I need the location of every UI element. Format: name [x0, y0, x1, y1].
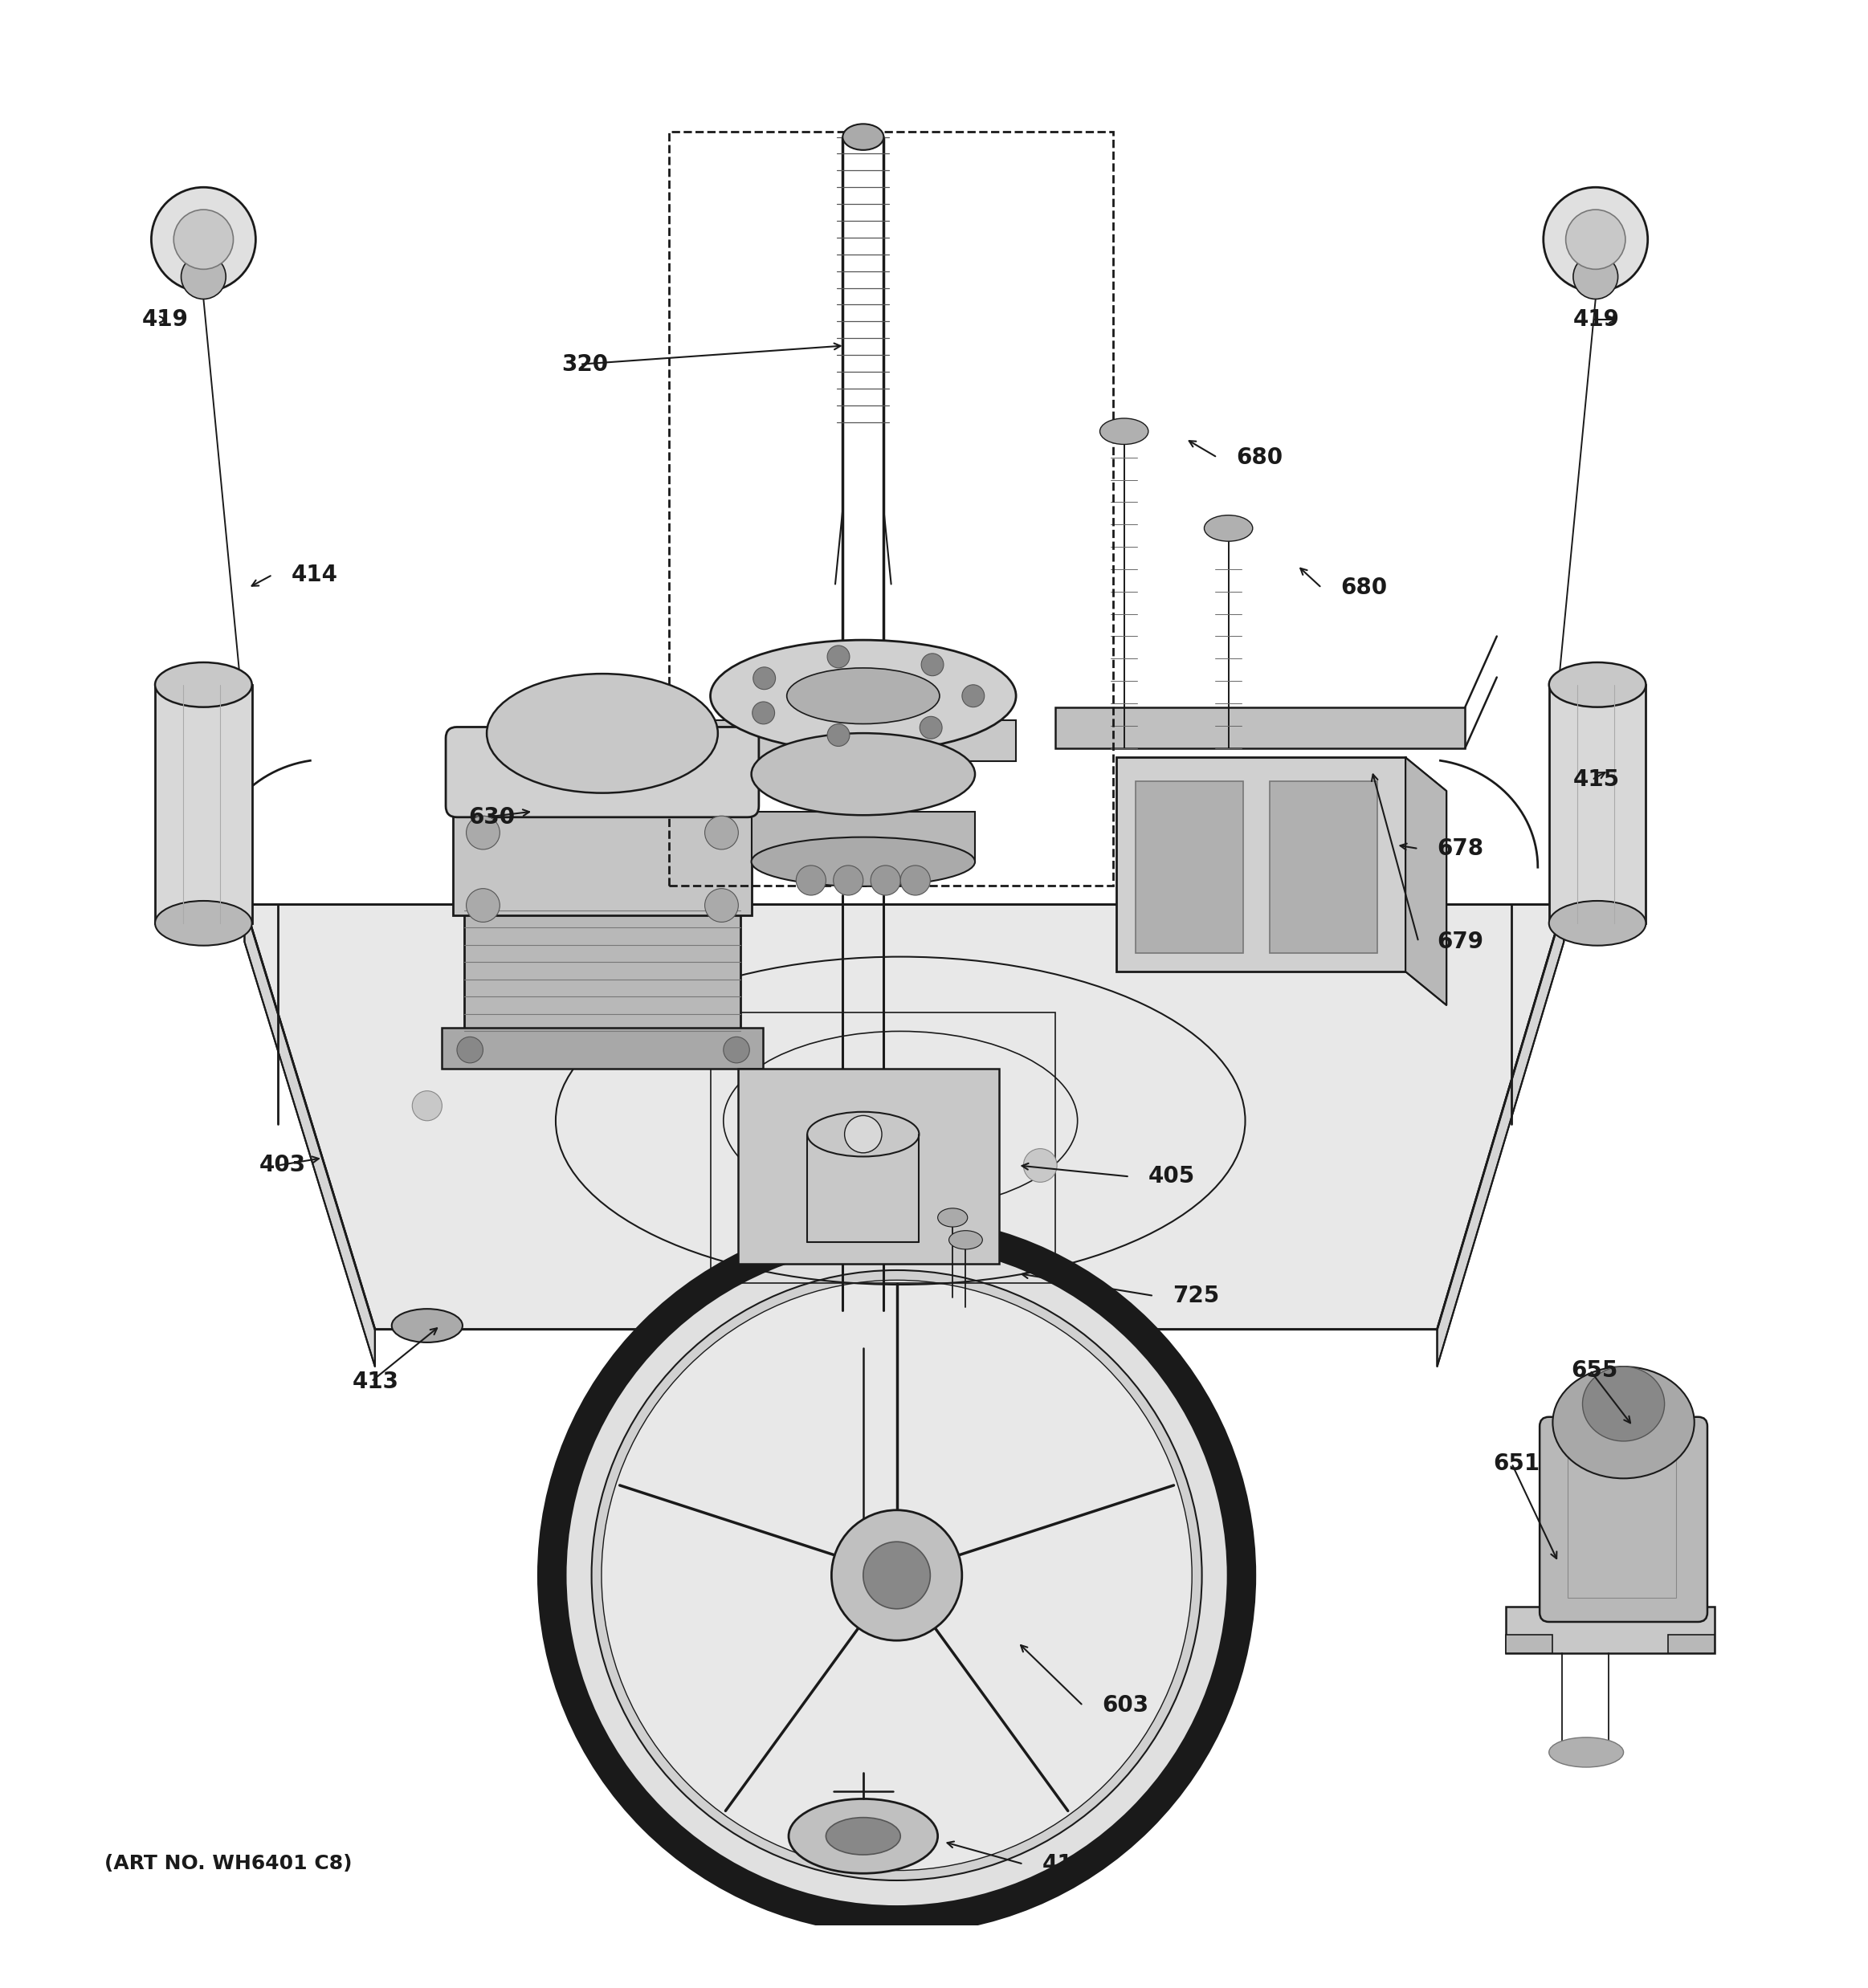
Circle shape [413, 1091, 443, 1121]
Text: 630: 630 [469, 805, 516, 829]
Bar [1549, 684, 1646, 922]
Circle shape [181, 254, 226, 298]
Ellipse shape [155, 662, 252, 708]
Ellipse shape [826, 1817, 900, 1855]
Bar [710, 1012, 1055, 1282]
Text: 603: 603 [1102, 1694, 1149, 1718]
Text: (ART NO. WH6401 C8): (ART NO. WH6401 C8) [105, 1855, 353, 1873]
Ellipse shape [1549, 1738, 1623, 1767]
Polygon shape [1405, 757, 1446, 1006]
Bar [454, 775, 751, 914]
Circle shape [900, 865, 930, 895]
Text: 655: 655 [1571, 1360, 1618, 1382]
Circle shape [1024, 1149, 1057, 1183]
Circle shape [151, 187, 256, 292]
Circle shape [704, 815, 738, 849]
Circle shape [592, 1270, 1201, 1881]
Circle shape [467, 889, 501, 922]
Circle shape [921, 654, 943, 676]
Circle shape [828, 646, 850, 668]
Circle shape [704, 889, 738, 922]
Bar [1506, 1606, 1715, 1654]
FancyBboxPatch shape [1539, 1417, 1707, 1622]
Circle shape [753, 702, 775, 724]
Ellipse shape [1100, 417, 1149, 445]
Bar [1668, 1634, 1715, 1654]
Bar [1136, 781, 1244, 952]
Circle shape [919, 716, 941, 740]
Bar [751, 811, 975, 861]
Ellipse shape [751, 837, 975, 887]
Ellipse shape [842, 123, 884, 149]
Ellipse shape [1552, 1366, 1694, 1479]
Circle shape [601, 1280, 1192, 1871]
Bar [1567, 1445, 1676, 1598]
Text: 320: 320 [560, 354, 607, 376]
Circle shape [844, 1115, 882, 1153]
Ellipse shape [155, 901, 252, 946]
Ellipse shape [949, 1231, 983, 1248]
Text: 419: 419 [142, 308, 189, 330]
Bar [1055, 708, 1465, 747]
Text: 419: 419 [1573, 308, 1620, 330]
Ellipse shape [788, 1799, 938, 1873]
Circle shape [458, 1038, 484, 1064]
Bar [669, 131, 1113, 887]
Bar [1270, 781, 1377, 952]
Circle shape [1573, 254, 1618, 298]
Text: 414: 414 [291, 563, 338, 586]
Ellipse shape [488, 674, 717, 793]
Ellipse shape [392, 1308, 463, 1342]
Circle shape [174, 209, 234, 268]
Circle shape [564, 1244, 1229, 1906]
Text: 405: 405 [1149, 1165, 1196, 1187]
Circle shape [1565, 209, 1625, 268]
Text: 725: 725 [1173, 1284, 1220, 1306]
Bar [155, 684, 252, 922]
FancyBboxPatch shape [446, 728, 758, 817]
Ellipse shape [710, 640, 1016, 751]
Bar [1117, 757, 1405, 972]
Text: 403: 403 [260, 1155, 306, 1177]
Polygon shape [245, 905, 1564, 1330]
Polygon shape [245, 905, 375, 1366]
Text: 680: 680 [1237, 445, 1283, 469]
Circle shape [753, 668, 775, 690]
Circle shape [828, 724, 850, 746]
Ellipse shape [751, 734, 975, 815]
Bar [465, 911, 740, 1032]
Ellipse shape [1549, 901, 1646, 946]
Text: 679: 679 [1436, 930, 1483, 952]
Bar [1506, 1634, 1552, 1654]
Ellipse shape [786, 668, 940, 724]
Bar [738, 1068, 999, 1264]
Circle shape [540, 1217, 1255, 1932]
Circle shape [870, 865, 900, 895]
Ellipse shape [1582, 1366, 1664, 1441]
Text: 413: 413 [353, 1370, 400, 1394]
Ellipse shape [1205, 515, 1253, 541]
Text: 680: 680 [1339, 577, 1386, 598]
Circle shape [796, 865, 826, 895]
Bar [443, 1028, 762, 1068]
Text: 678: 678 [1436, 837, 1483, 861]
Circle shape [962, 684, 984, 708]
Ellipse shape [938, 1209, 968, 1227]
Circle shape [833, 865, 863, 895]
Ellipse shape [1549, 662, 1646, 708]
Circle shape [723, 1038, 749, 1064]
Bar [710, 720, 1016, 761]
Circle shape [863, 1543, 930, 1608]
Text: 411: 411 [1042, 1853, 1089, 1875]
Text: 415: 415 [1573, 769, 1620, 791]
Circle shape [467, 815, 501, 849]
Circle shape [831, 1511, 962, 1640]
Text: 651: 651 [1493, 1453, 1539, 1475]
Circle shape [1543, 187, 1648, 292]
Polygon shape [1436, 905, 1564, 1366]
